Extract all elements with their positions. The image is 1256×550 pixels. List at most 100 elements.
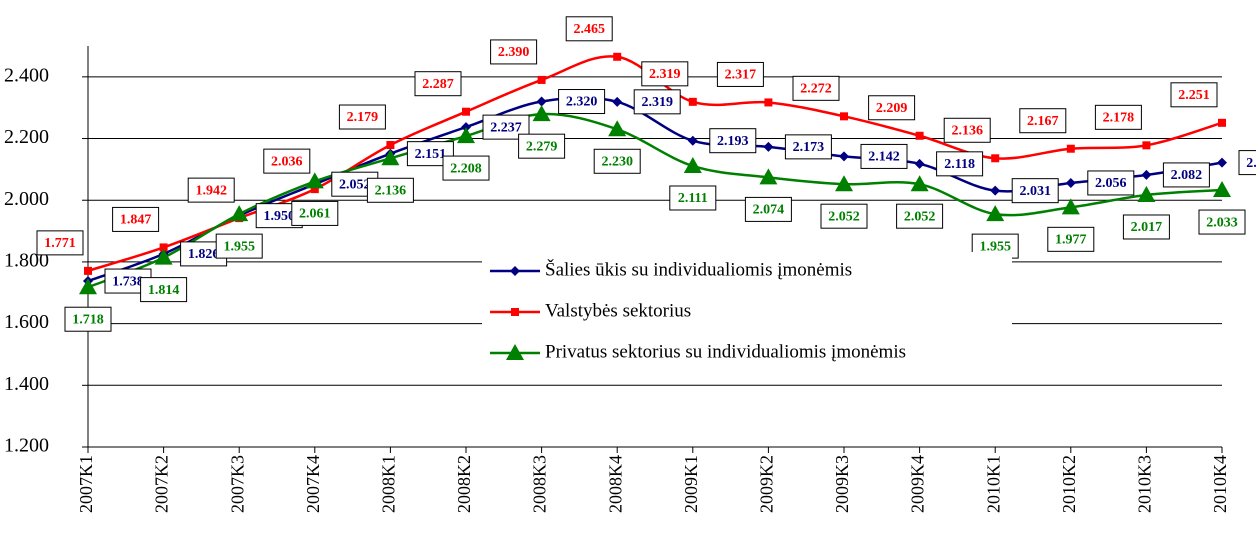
marker [1061,198,1080,215]
marker [688,97,697,106]
value-label-box [565,16,613,42]
marker [910,175,929,192]
value-label: 2.320 [566,95,598,110]
value-label-box [64,306,112,332]
value-label: 2.173 [793,140,825,155]
value-label: 2.230 [601,155,633,170]
value-label: 2.287 [422,77,454,92]
series-line [87,112,1223,289]
marker [1066,144,1075,153]
value-label: 1.826 [188,247,220,262]
marker [763,141,774,152]
value-label: 2.179 [347,110,379,125]
marker [613,52,622,61]
x-tick-label: 2007K2 [152,455,172,513]
value-label: 2.082 [1171,168,1203,183]
value-label-box [338,104,386,130]
value-label-box [1047,226,1095,252]
y-tick-label: 1.400 [4,373,49,395]
y-tick-label: 2.000 [4,188,49,210]
marker [84,266,92,275]
value-label: 2.237 [490,120,522,135]
x-tick-label: 2010K1 [983,455,1003,513]
value-label: 1.977 [1055,233,1087,248]
y-tick-label: 2.200 [4,126,49,148]
marker [1065,177,1076,188]
marker [159,243,168,252]
marker [840,112,848,121]
value-label: 2.031 [1019,184,1051,199]
marker [462,107,470,116]
value-label-box [716,61,764,87]
value-label: 2.052 [904,209,936,224]
marker [687,135,698,146]
marker [537,75,546,84]
value-label-box [868,95,916,121]
value-label: 2.136 [951,123,983,138]
value-label-box [1019,108,1067,134]
value-label: 2.317 [725,68,757,83]
value-label: 2.272 [800,82,832,97]
marker [79,278,97,295]
marker [1218,118,1226,127]
marker [1142,141,1151,150]
value-label: 2.279 [526,139,558,154]
marker [154,248,173,265]
marker [683,156,702,173]
x-tick-label: 2008K4 [605,455,625,513]
x-tick-label: 2009K1 [681,455,701,513]
value-label-box [633,89,681,115]
marker [1137,185,1156,202]
value-label: 2.193 [717,134,749,149]
value-label: 1.847 [120,213,152,228]
marker [991,154,1000,163]
value-label: 1.814 [148,283,180,298]
marker [839,151,849,162]
marker [511,308,519,316]
value-label-box [936,151,984,177]
marker [608,120,627,137]
marker [532,105,551,122]
value-label-box [709,128,757,154]
value-label: 1.950 [263,209,295,224]
value-label: 2.052 [339,177,371,192]
x-tick-label: 2008K1 [379,455,399,513]
value-label-box [943,117,991,143]
legend-label: Valstybės sektorius [545,300,691,321]
marker [305,172,324,189]
value-label: 2.319 [641,95,673,110]
value-label: 2.033 [1206,215,1238,230]
value-label: 2.017 [1131,220,1163,235]
marker [510,266,520,276]
value-label-box [187,177,235,203]
value-label: 2.061 [299,207,331,222]
value-label: 2.052 [828,209,860,224]
value-label-box [792,75,840,101]
legend-label: Šalies ūkis su individualiomis įmonėmis [545,258,852,280]
marker [986,205,1005,222]
x-tick-label: 2007K1 [76,455,96,513]
value-label-box [1238,150,1256,176]
legend-label: Privatus sektorius su individualiomis įm… [545,341,906,362]
marker [915,131,924,140]
legend-box [482,252,1012,374]
value-label-box [1170,82,1218,108]
value-label-box [215,233,263,259]
value-label: 2.151 [415,147,447,162]
y-tick-label: 1.200 [4,435,49,457]
value-label-box [896,203,944,229]
value-label-box [36,230,84,256]
value-label-box [784,134,832,160]
value-label: 2.209 [876,101,908,116]
value-label: 2.465 [573,22,605,37]
value-label: 2.122 [1246,156,1256,171]
value-label: 2.251 [1178,88,1210,103]
x-tick-label: 2008K3 [530,455,550,513]
marker [759,168,778,185]
marker [310,185,319,194]
value-label: 2.111 [678,191,708,206]
marker [457,127,475,144]
value-label-box [744,196,792,222]
value-label: 2.167 [1027,114,1059,129]
value-label: 2.142 [868,150,900,165]
